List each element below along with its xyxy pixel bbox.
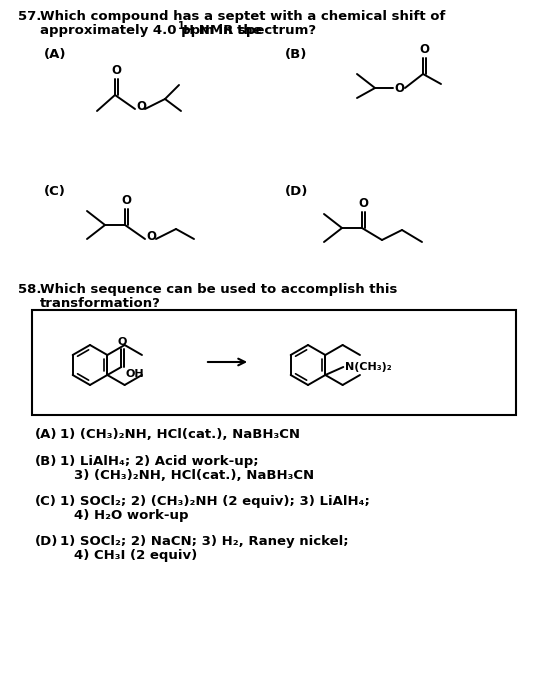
Text: Which compound has a septet with a chemical shift of: Which compound has a septet with a chemi…: [40, 10, 445, 23]
Text: approximately 4.0 ppm in the: approximately 4.0 ppm in the: [40, 24, 266, 37]
Text: (C): (C): [44, 185, 66, 198]
Text: (B): (B): [35, 455, 58, 468]
Text: 4) CH₃I (2 equiv): 4) CH₃I (2 equiv): [74, 549, 197, 562]
Text: Which sequence can be used to accomplish this: Which sequence can be used to accomplish…: [40, 283, 397, 296]
Text: (D): (D): [285, 185, 309, 198]
Text: 3) (CH₃)₂NH, HCl(cat.), NaBH₃CN: 3) (CH₃)₂NH, HCl(cat.), NaBH₃CN: [74, 469, 314, 482]
Text: O: O: [121, 194, 131, 207]
Text: O: O: [358, 197, 368, 210]
Text: 1) SOCl₂; 2) (CH₃)₂NH (2 equiv); 3) LiAlH₄;: 1) SOCl₂; 2) (CH₃)₂NH (2 equiv); 3) LiAl…: [60, 495, 370, 508]
Text: H NMR spectrum?: H NMR spectrum?: [183, 24, 316, 37]
Text: 1: 1: [178, 21, 185, 31]
Text: 4) H₂O work-up: 4) H₂O work-up: [74, 509, 188, 522]
Text: N(CH₃)₂: N(CH₃)₂: [345, 362, 392, 372]
Text: 57.: 57.: [18, 10, 41, 23]
Text: 58.: 58.: [18, 283, 42, 296]
Text: O: O: [419, 43, 429, 56]
Text: O: O: [136, 101, 146, 113]
Text: O: O: [117, 337, 127, 347]
Text: (A): (A): [44, 48, 66, 61]
Bar: [32, 310, 516, 415]
Text: 1) LiAlH₄; 2) Acid work-up;: 1) LiAlH₄; 2) Acid work-up;: [60, 455, 259, 468]
Text: (A): (A): [35, 428, 58, 441]
Text: 1) (CH₃)₂NH, HCl(cat.), NaBH₃CN: 1) (CH₃)₂NH, HCl(cat.), NaBH₃CN: [60, 428, 300, 441]
Text: 1) SOCl₂; 2) NaCN; 3) H₂, Raney nickel;: 1) SOCl₂; 2) NaCN; 3) H₂, Raney nickel;: [60, 535, 349, 548]
Text: O: O: [111, 64, 121, 77]
Text: O: O: [146, 230, 156, 244]
Text: (C): (C): [35, 495, 57, 508]
Text: transformation?: transformation?: [40, 297, 161, 310]
Text: (D): (D): [35, 535, 58, 548]
Text: OH: OH: [125, 369, 144, 379]
Text: O: O: [394, 81, 404, 94]
Text: (B): (B): [285, 48, 307, 61]
